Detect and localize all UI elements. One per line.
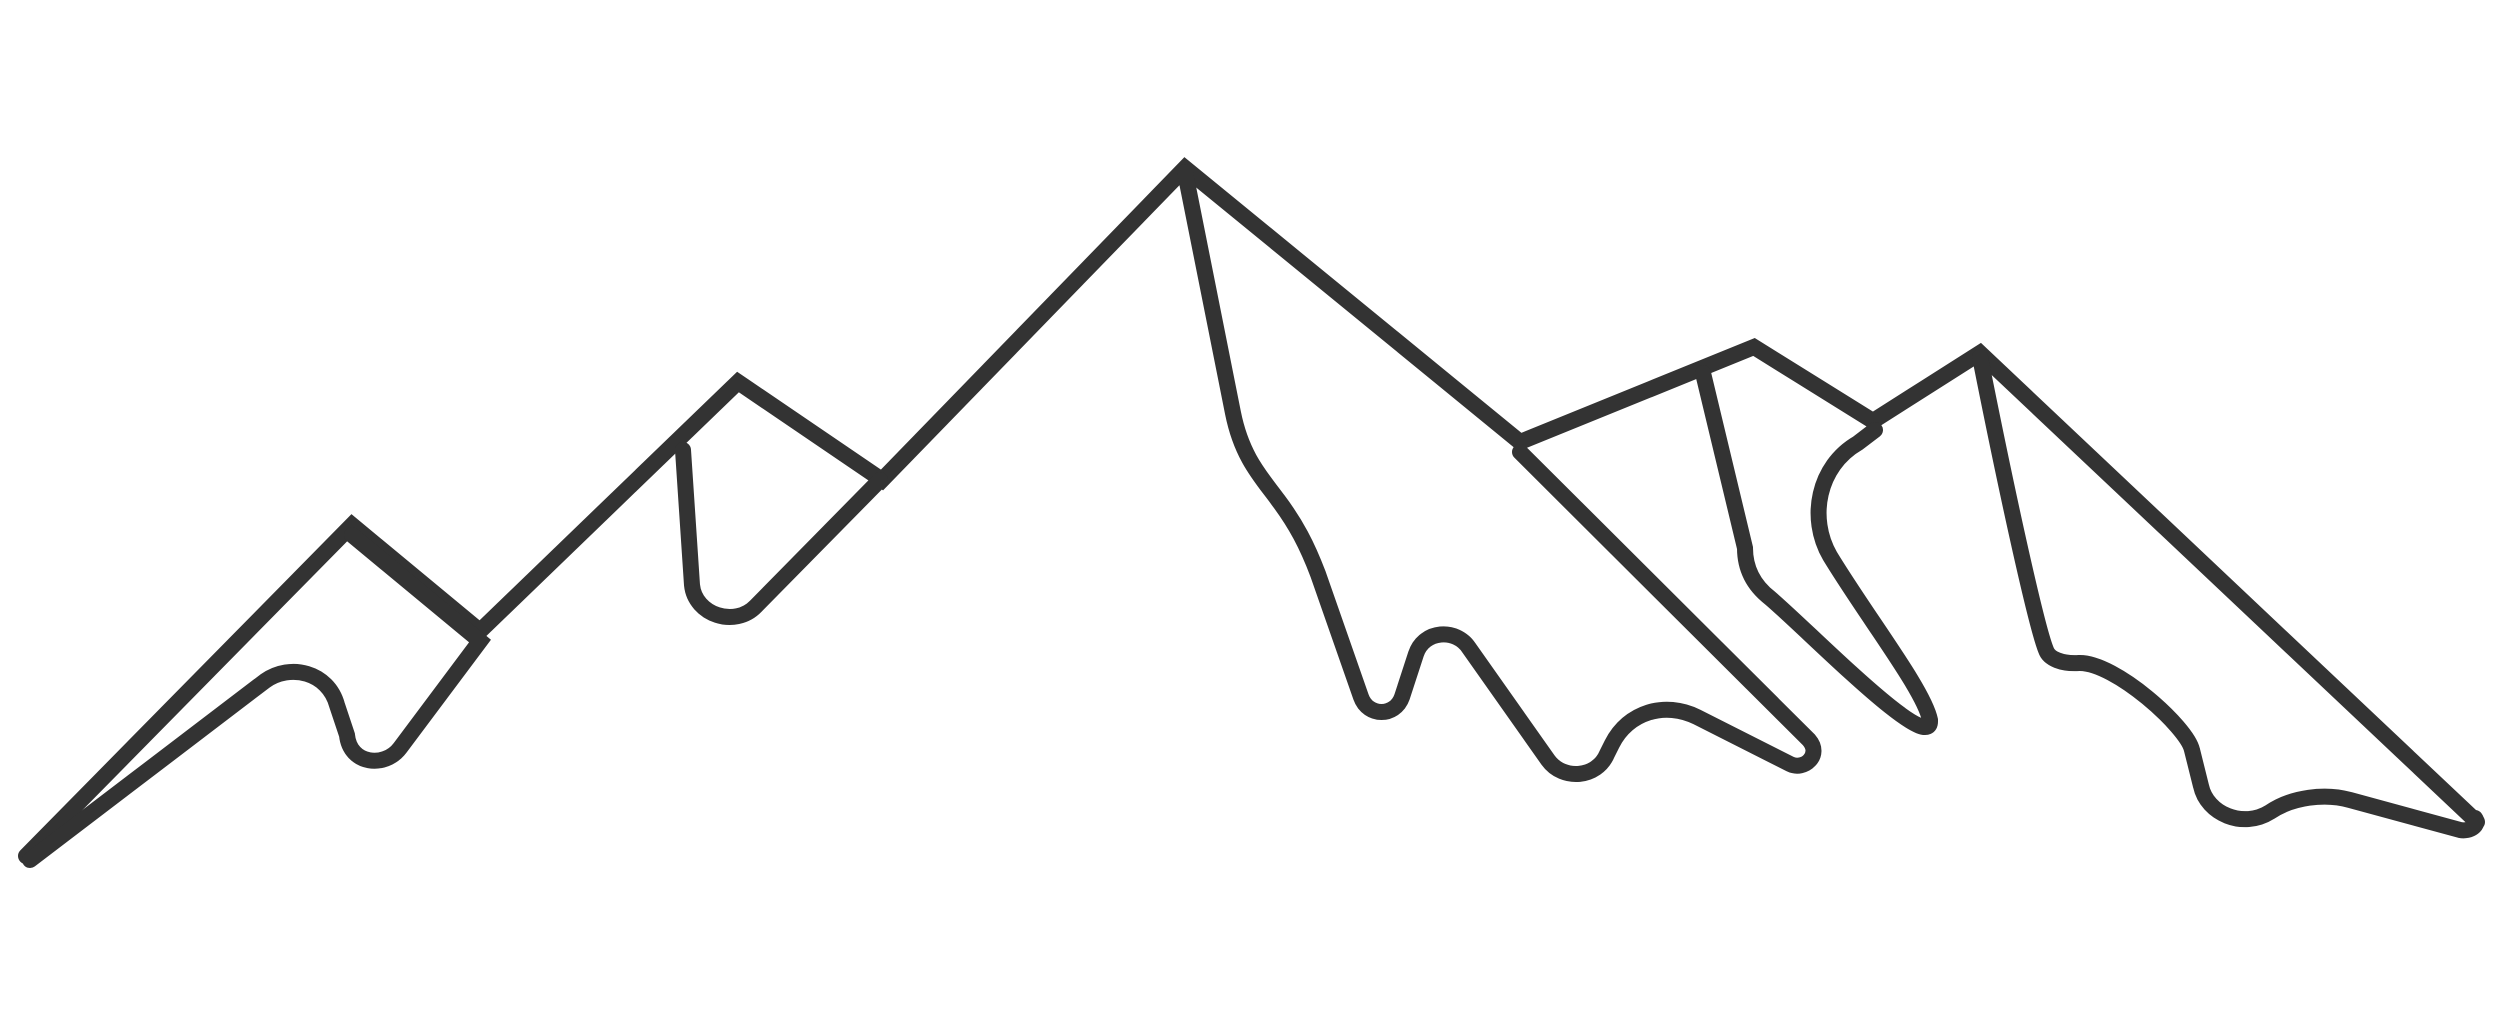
right-tall-peak-snowcap [1972,349,2485,839]
mountain-outline-group [18,157,2485,868]
right-mid-peak-snowcap [1695,365,1938,736]
center-tall-peak-snowcap [1177,164,1822,782]
left-small-peak-snowcap [22,527,491,868]
left-mid-peak-snowcap [675,442,888,625]
